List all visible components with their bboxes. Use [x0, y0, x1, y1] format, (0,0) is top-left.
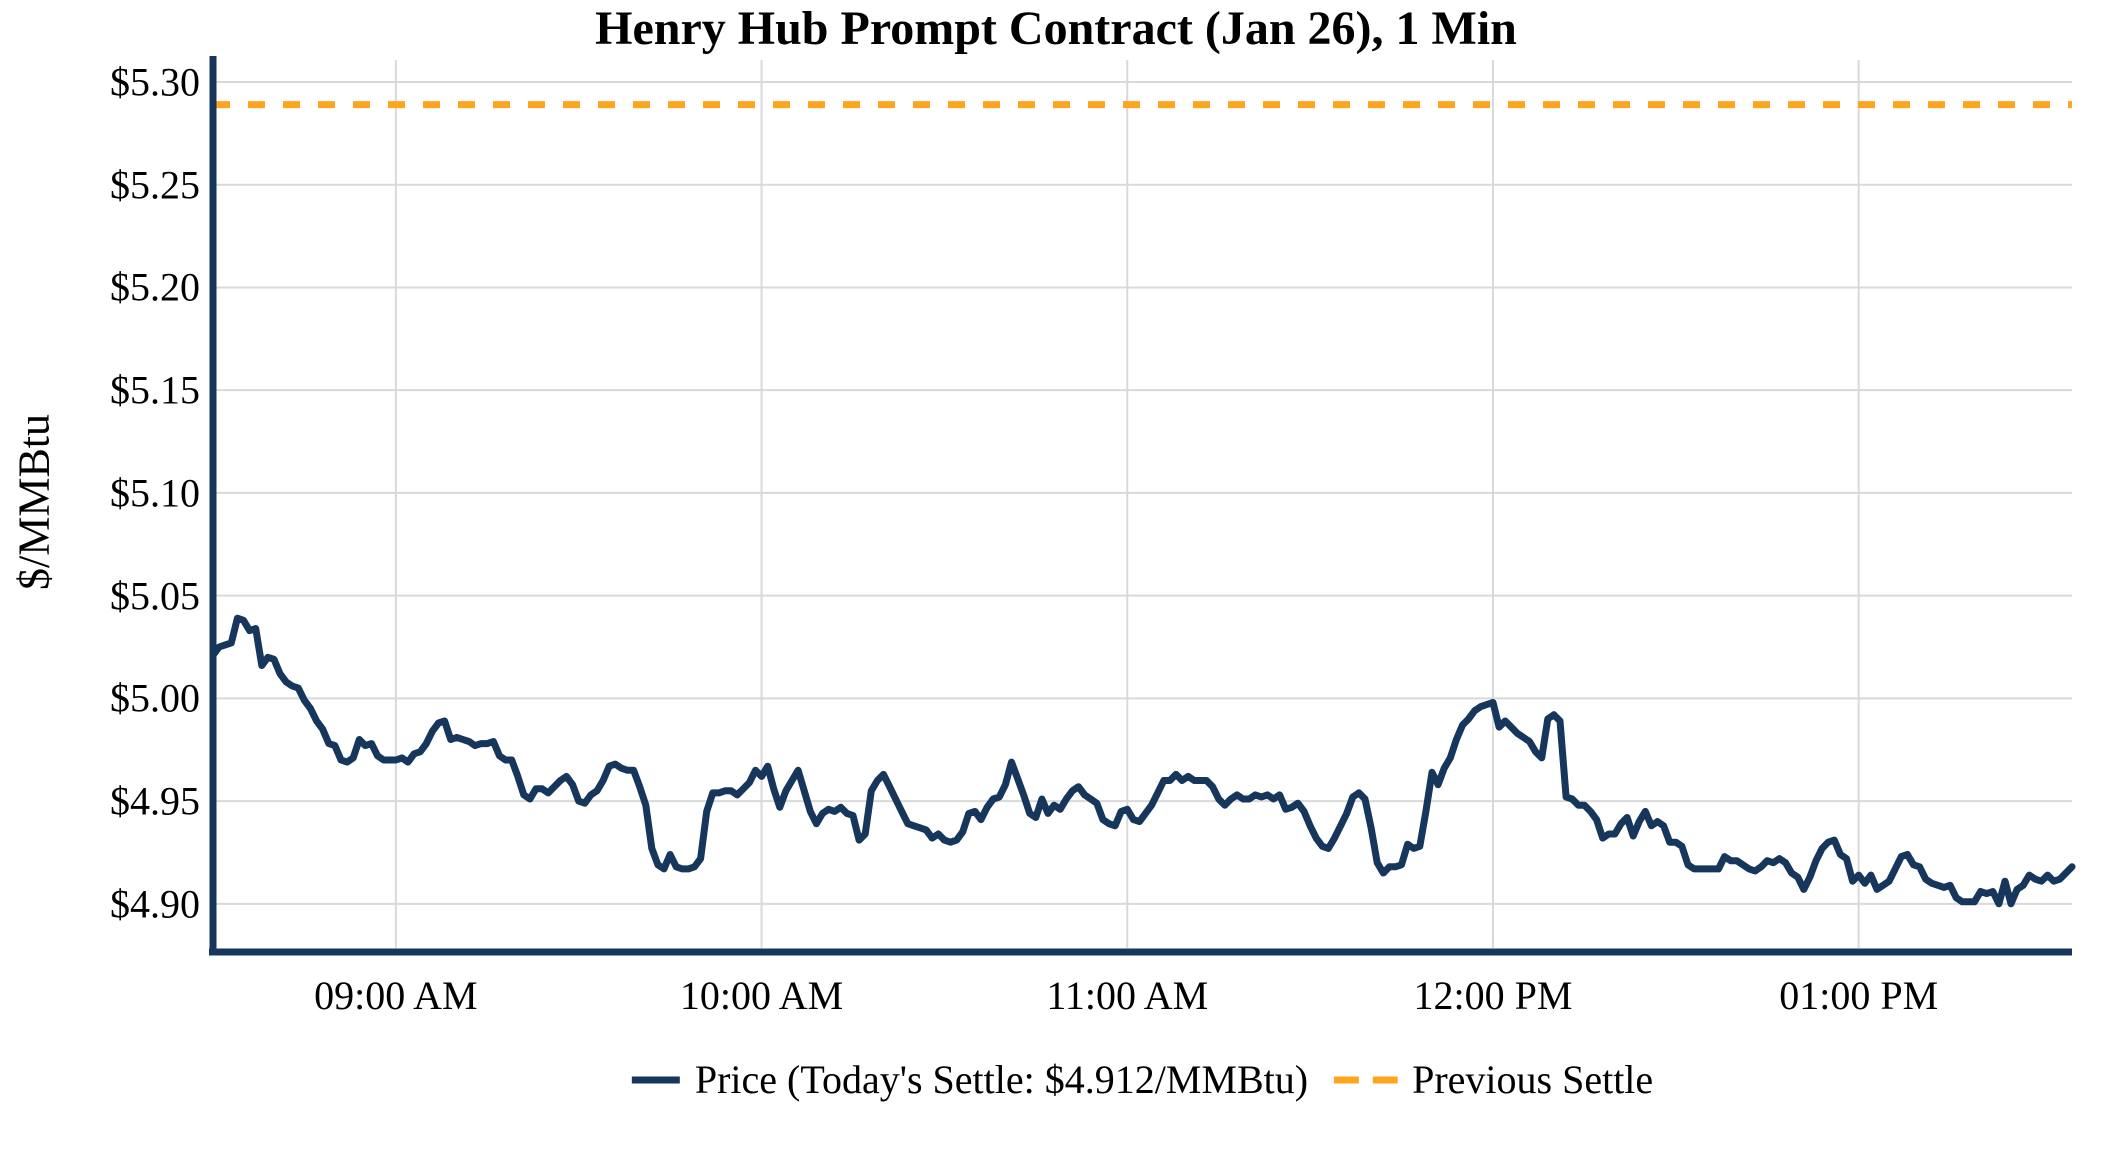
x-tick-label: 09:00 AM	[314, 973, 478, 1018]
y-tick-label: $5.20	[110, 264, 200, 310]
x-tick-label: 10:00 AM	[679, 973, 844, 1018]
price-line	[209, 614, 2076, 908]
y-tick-label: $5.25	[110, 162, 200, 208]
legend-label-previous-settle: Previous Settle	[1412, 1057, 1654, 1102]
y-tick-label: $5.05	[110, 573, 200, 619]
previous-settle-swatch	[1334, 1076, 1399, 1083]
legend-label-price: Price (Today's Settle: $4.912/MMBtu)	[694, 1057, 1309, 1102]
y-tick-label: $5.10	[110, 470, 200, 516]
legend-item-price: Price (Today's Settle: $4.912/MMBtu)	[631, 1056, 1308, 1103]
x-tick-label: 11:00 AM	[1046, 973, 1209, 1018]
y-tick-label: $4.90	[110, 881, 200, 927]
price-line-swatch	[631, 1076, 680, 1083]
y-tick-label: $5.00	[110, 675, 200, 721]
y-tick-label: $5.15	[110, 367, 200, 413]
legend: Price (Today's Settle: $4.912/MMBtu) Pre…	[631, 1056, 1653, 1103]
y-tick-label: $5.30	[110, 59, 200, 105]
legend-item-previous-settle: Previous Settle	[1334, 1056, 1653, 1103]
y-tick-label: $4.95	[110, 778, 200, 824]
x-tick-label: 12:00 PM	[1413, 973, 1573, 1018]
x-tick-label: 01:00 PM	[1779, 973, 1939, 1018]
chart-title: Henry Hub Prompt Contract (Jan 26), 1 Mi…	[595, 2, 1517, 55]
